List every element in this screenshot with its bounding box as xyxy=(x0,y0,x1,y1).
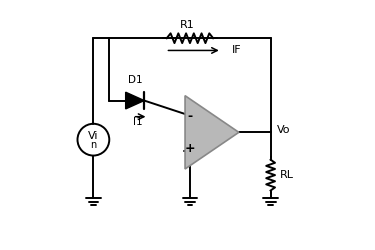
Text: IF: IF xyxy=(231,46,241,56)
Text: I1: I1 xyxy=(133,116,142,126)
Text: Vi: Vi xyxy=(88,131,99,141)
Polygon shape xyxy=(185,96,239,169)
Text: R1: R1 xyxy=(180,20,195,30)
Text: RL: RL xyxy=(280,170,294,180)
Text: +: + xyxy=(185,142,196,155)
Text: -: - xyxy=(188,110,193,123)
Text: Vo: Vo xyxy=(277,125,290,135)
Text: n: n xyxy=(90,140,96,149)
Text: D1: D1 xyxy=(128,75,142,85)
Polygon shape xyxy=(126,92,144,109)
